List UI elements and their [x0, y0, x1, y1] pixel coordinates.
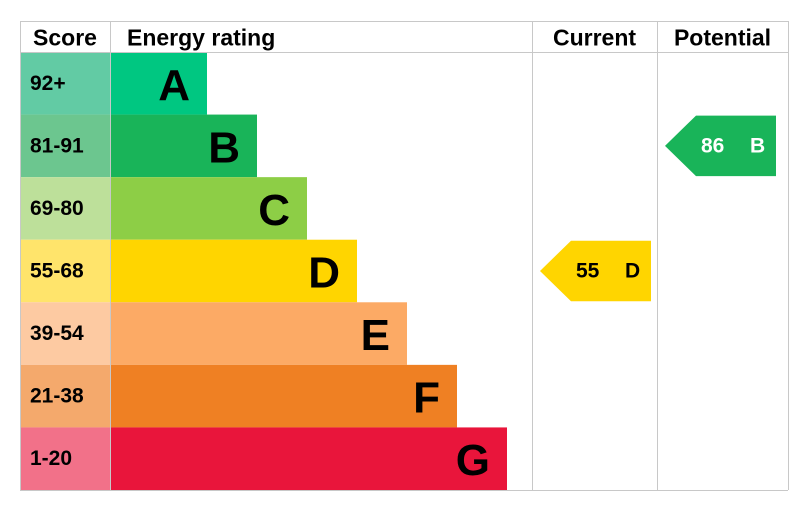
score-cell: [20, 52, 110, 115]
score-label: 69-80: [30, 197, 84, 220]
rating-bar: [110, 239, 357, 303]
rating-bar: [110, 52, 207, 115]
rating-bar: [110, 177, 307, 240]
header-potential: Potential: [674, 25, 771, 51]
score-label: 92+: [30, 72, 66, 95]
rating-bar: [110, 364, 457, 428]
score-cell: [20, 239, 110, 303]
score-label: 1-20: [30, 447, 72, 470]
score-label: 81-91: [30, 134, 84, 157]
header-score: Score: [33, 25, 97, 51]
score-cell: [20, 302, 110, 365]
rating-letter: F: [413, 374, 440, 423]
potential-letter: B: [750, 134, 765, 157]
score-label: 39-54: [30, 322, 84, 345]
rating-letter: A: [158, 61, 190, 110]
current-letter: D: [625, 260, 640, 283]
score-label: 55-68: [30, 260, 84, 283]
potential-arrow: [665, 115, 776, 177]
rating-letter: E: [361, 311, 390, 360]
header-current: Current: [553, 25, 636, 51]
rating-letter: B: [208, 123, 240, 172]
score-cell: [20, 177, 110, 240]
score-label: 21-38: [30, 385, 84, 408]
score-cell: [20, 114, 110, 178]
score-cell: [20, 364, 110, 428]
rating-letter: G: [456, 436, 490, 485]
rating-bar: [110, 302, 407, 365]
potential-value: 86: [701, 134, 724, 157]
current-value: 55: [576, 260, 600, 283]
rating-letter: D: [308, 249, 340, 298]
score-cell: [20, 427, 110, 490]
current-arrow: [540, 240, 651, 302]
rating-letter: C: [258, 186, 290, 235]
rating-bar: [110, 427, 507, 490]
header-rating: Energy rating: [127, 25, 275, 51]
rating-bar: [110, 114, 257, 178]
